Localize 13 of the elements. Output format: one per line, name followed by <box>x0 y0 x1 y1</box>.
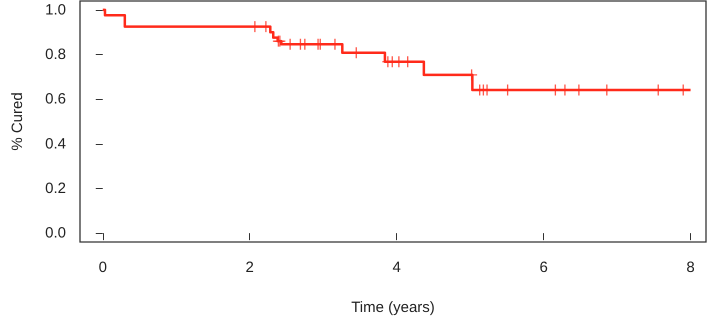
x-tick-label: 0 <box>98 259 107 276</box>
x-axis-title: Time (years) <box>351 299 435 316</box>
y-tick-label: 0.2 <box>45 180 66 197</box>
y-tick-label: 0.0 <box>45 224 66 242</box>
x-tick-label: 4 <box>392 259 401 276</box>
x-tick-label: 6 <box>539 259 548 276</box>
x-tick-label: 2 <box>246 259 254 276</box>
y-tick-label: 1.0 <box>45 1 66 18</box>
y-tick-label: 0.6 <box>45 90 66 108</box>
y-tick-label: 0.8 <box>45 46 66 64</box>
x-tick-label: 8 <box>686 259 695 276</box>
y-axis-title: % Cured <box>9 92 26 151</box>
y-tick-label: 0.4 <box>45 135 66 152</box>
